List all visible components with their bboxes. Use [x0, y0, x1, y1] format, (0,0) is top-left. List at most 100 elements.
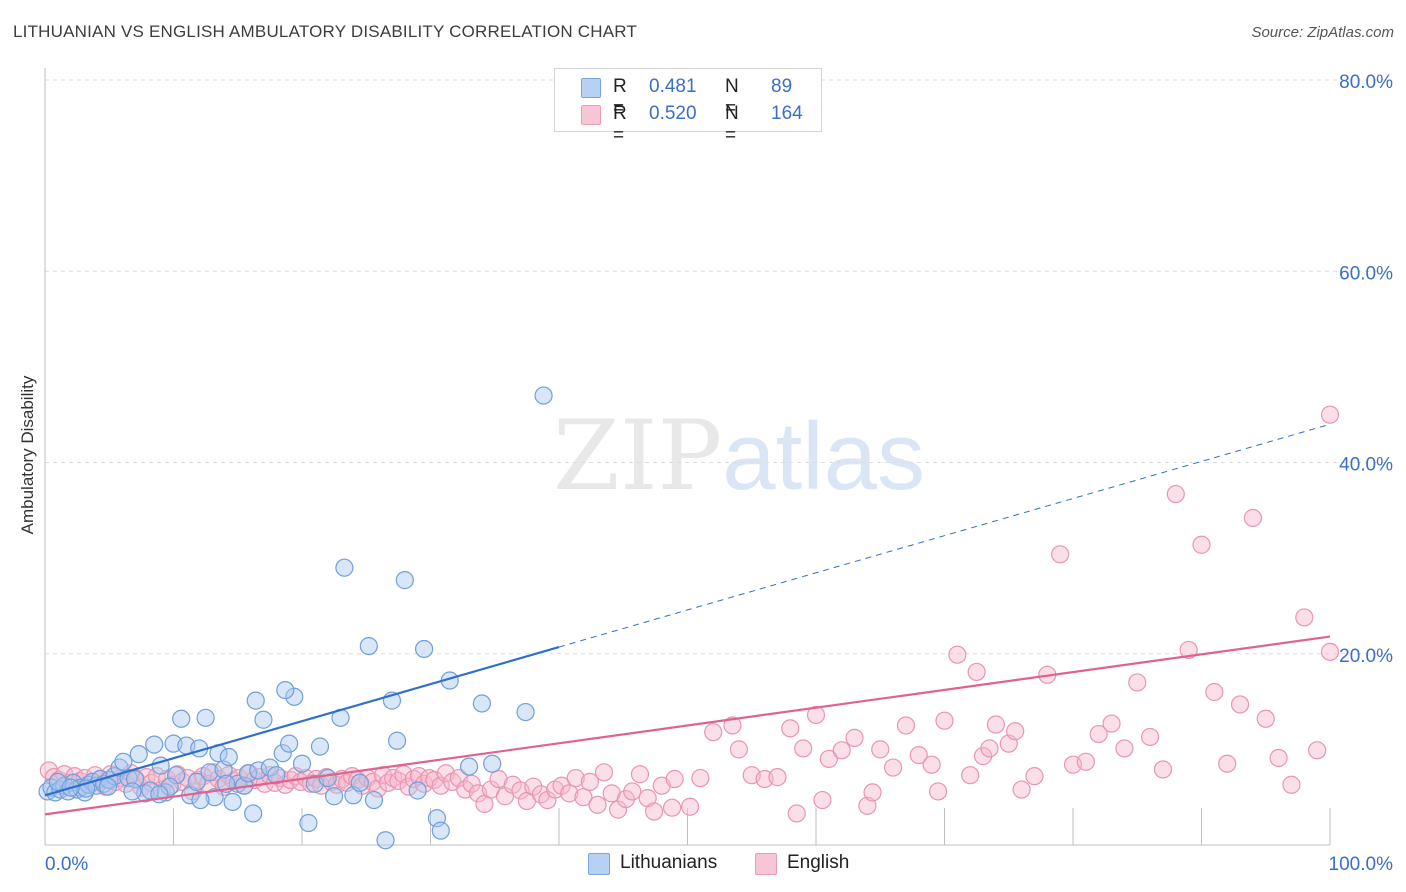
grid-lines [45, 79, 1392, 655]
english-point [1115, 739, 1134, 758]
english-point [1179, 640, 1198, 660]
english-point [552, 776, 571, 795]
english-point [935, 711, 954, 730]
x-tick-label: 100.0% [1329, 854, 1394, 875]
legend-swatch-lithuanians [581, 78, 601, 98]
chart-title: LITHUANIAN VS ENGLISH AMBULATORY DISABIL… [13, 22, 638, 41]
english-point [1308, 741, 1327, 760]
english-point [863, 783, 882, 802]
bottom-legend-label-lithuanians: Lithuanians [620, 852, 718, 873]
english-point [819, 749, 838, 769]
english-point [1102, 714, 1121, 733]
legend-n-value: 89 [771, 76, 793, 97]
legend-n-label: N = [725, 76, 739, 119]
english-point [1006, 722, 1025, 741]
english-point [1282, 775, 1301, 794]
source-label: Source: ZipAtlas.com [1251, 24, 1394, 41]
lithuanian-point [335, 558, 354, 577]
lithuanian-point [472, 694, 491, 713]
english-point [980, 739, 999, 758]
english-point [1320, 405, 1340, 424]
english-point [871, 740, 890, 759]
english-point [961, 766, 980, 785]
english-point [909, 746, 928, 765]
english-point [883, 758, 903, 777]
lithuanian-point [129, 745, 148, 764]
lithuanian-point [483, 754, 502, 773]
watermark-atlas: atlas [722, 403, 925, 510]
english-point [967, 662, 986, 682]
y-tick-label: 40.0% [1339, 455, 1393, 476]
x-tick-label: 0.0% [45, 854, 88, 875]
english-point [729, 740, 749, 759]
lithuanian-point [276, 680, 295, 700]
lithuanian-point [187, 772, 206, 791]
english-point [1025, 767, 1044, 786]
lithuanian-point [249, 761, 268, 780]
lithuanian-point [273, 744, 292, 763]
english-point [986, 715, 1006, 734]
lithuanian-point [166, 766, 186, 785]
lithuanian-point [299, 813, 318, 833]
english-point [1051, 545, 1070, 564]
lithuanian-point [123, 782, 142, 801]
english-point [1205, 682, 1224, 702]
lithuanian-point [395, 571, 414, 590]
english-point [832, 741, 851, 760]
legend-r-value: 0.520 [649, 103, 697, 124]
lithuanian-point [280, 734, 299, 753]
lithuanian-point [223, 792, 242, 812]
english-point [594, 763, 614, 782]
lithuanian-point [98, 777, 118, 796]
legend-swatch-english [581, 105, 601, 125]
english-point [1256, 709, 1275, 728]
lithuanian-point [534, 386, 553, 405]
lithuanian-trend-extension [558, 423, 1331, 648]
lithuanian-point [376, 831, 395, 850]
lithuanian-point [244, 804, 263, 823]
english-trend-line [44, 635, 1331, 816]
english-point [1140, 727, 1160, 747]
lithuanian-point [516, 702, 535, 722]
tick-labels: 20.0% 40.0% 60.0% 80.0% 0.0% 100.0% [45, 72, 1393, 875]
english-point [1089, 724, 1108, 744]
legend-n-label: N = [725, 103, 739, 146]
english-point [1166, 484, 1185, 504]
legend-r-label: R = [613, 103, 627, 146]
english-point [404, 769, 423, 789]
lithuanian-point [191, 790, 210, 810]
english-point [896, 716, 916, 735]
english-point [1192, 535, 1211, 554]
lithuanian-point [325, 787, 344, 806]
lithuanian-point [387, 731, 407, 750]
english-point [1218, 754, 1237, 773]
english-point [384, 768, 403, 788]
watermark: ZIPatlas [553, 400, 925, 512]
english-point [704, 723, 723, 742]
lithuanian-point [267, 766, 286, 785]
english-point [813, 790, 832, 810]
axes [44, 68, 1331, 846]
english-point [524, 777, 543, 796]
lithuanian-point [219, 747, 238, 767]
english-point [1230, 695, 1250, 714]
bottom-legend-swatch-english [755, 853, 777, 875]
english-point [768, 768, 787, 787]
english-point [781, 719, 800, 738]
english-point [723, 716, 742, 735]
lithuanian-point [364, 790, 384, 810]
english-point [680, 797, 700, 816]
english-point [794, 739, 813, 758]
english-point [588, 795, 607, 814]
english-point [368, 779, 387, 798]
english-point [580, 772, 599, 791]
english-point [787, 804, 806, 823]
english-point [630, 765, 650, 784]
english-point [566, 768, 585, 788]
english-point [922, 755, 941, 774]
lithuanian-point [246, 691, 265, 710]
legend-n-value: 164 [771, 103, 803, 124]
lithuanian-point [196, 708, 215, 727]
legend-r-label: R = [613, 76, 627, 119]
